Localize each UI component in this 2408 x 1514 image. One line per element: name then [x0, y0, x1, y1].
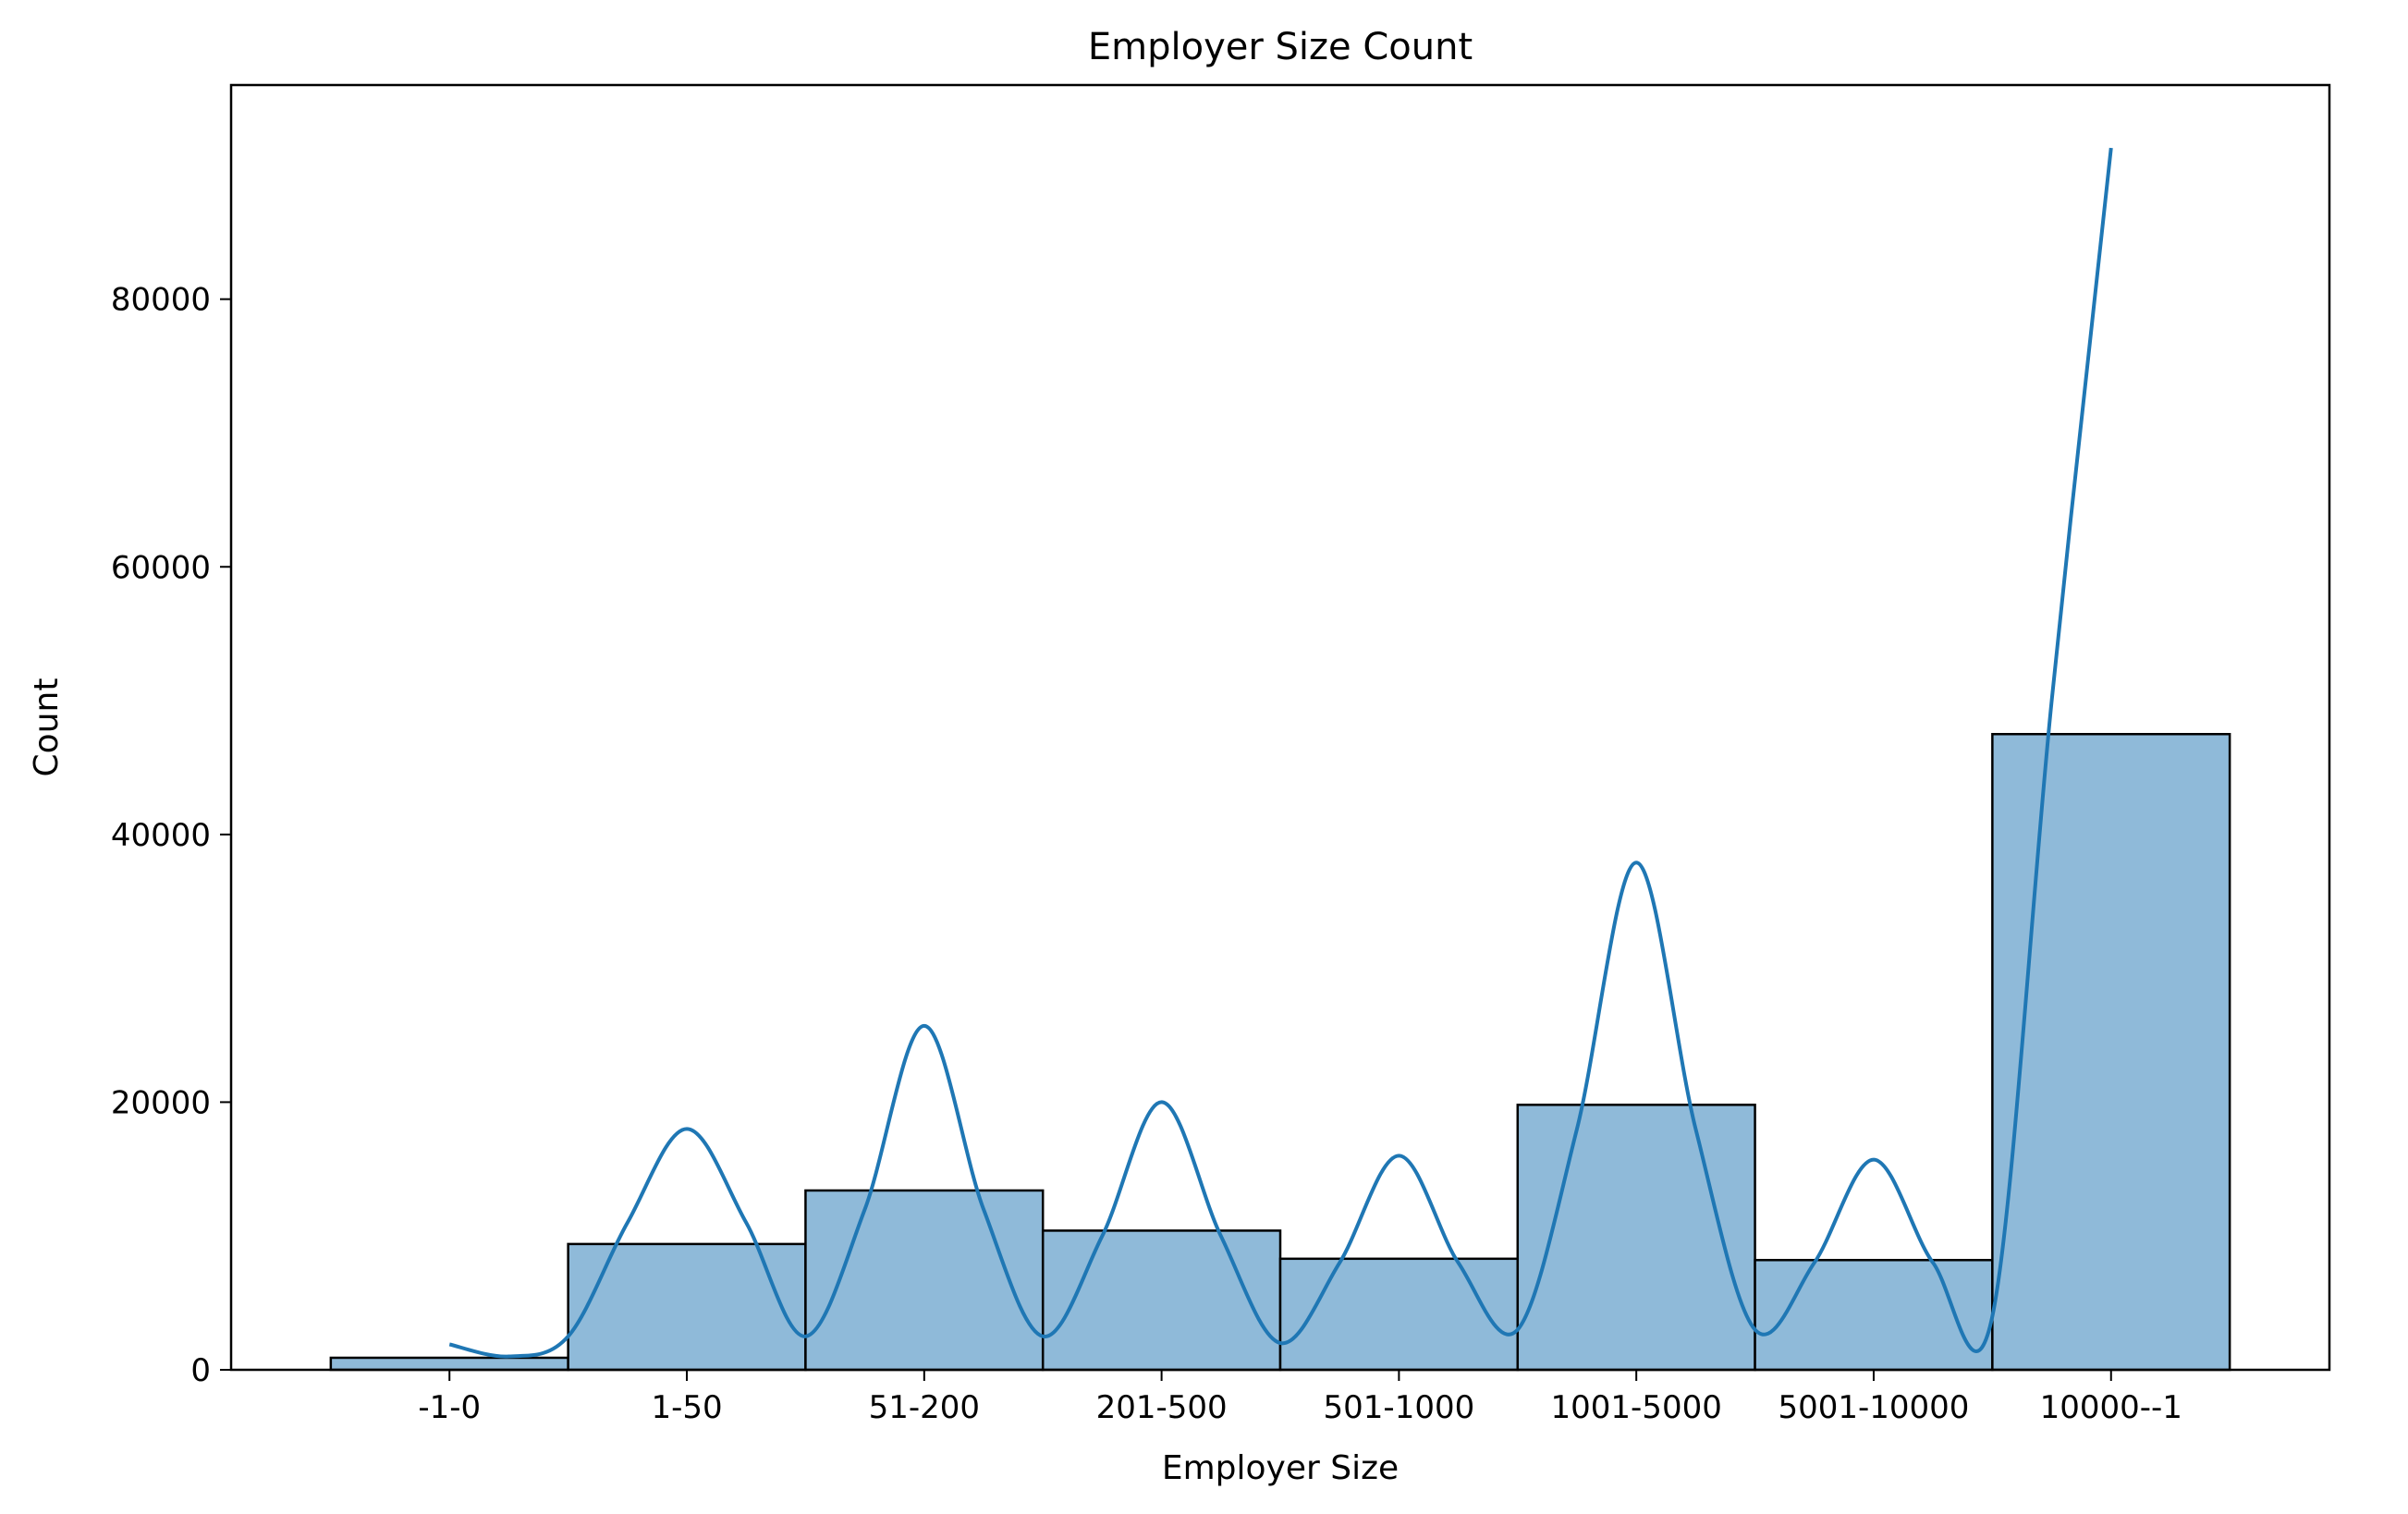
x-tick-label: 5001-10000 [1778, 1389, 1969, 1426]
bar-5001-10000 [1754, 1259, 1994, 1372]
y-axis-ticks: 0 20000 40000 60000 80000 [111, 282, 231, 1389]
x-tick-label: 501-1000 [1324, 1389, 1475, 1426]
y-tick-label: 20000 [111, 1084, 211, 1121]
y-tick-label: 60000 [111, 549, 211, 586]
bar-1-50 [567, 1242, 807, 1372]
x-tick-label: -1-0 [418, 1389, 481, 1426]
y-axis-label: Count [28, 678, 66, 777]
x-tick-label: 1-50 [651, 1389, 722, 1426]
kde-line [448, 147, 2113, 1359]
x-tick-label: 1001-5000 [1551, 1389, 1722, 1426]
bar-201-500 [1041, 1229, 1282, 1372]
kde-layer [448, 147, 2113, 1359]
bar--1-0 [329, 1356, 569, 1372]
x-tick-label: 201-500 [1096, 1389, 1228, 1426]
chart-title: Employer Size Count [1088, 26, 1473, 68]
bars-layer [329, 732, 2231, 1372]
bar-1001-5000 [1516, 1104, 1756, 1372]
y-tick-label: 80000 [111, 282, 211, 319]
bar-501-1000 [1278, 1257, 1520, 1372]
plot-frame [229, 83, 2331, 1372]
x-axis-label: Employer Size [1162, 1449, 1399, 1487]
y-tick-label: 0 [190, 1352, 211, 1389]
bar-10000--1 [1991, 732, 2231, 1372]
bar-51-200 [804, 1189, 1045, 1372]
x-tick-label: 51-200 [869, 1389, 980, 1426]
y-tick-label: 40000 [111, 817, 211, 854]
x-tick-label: 10000--1 [2040, 1389, 2182, 1426]
x-axis-ticks: -1-0 1-50 51-200 201-500 501-1000 1001-5000 50… [418, 1370, 2182, 1426]
